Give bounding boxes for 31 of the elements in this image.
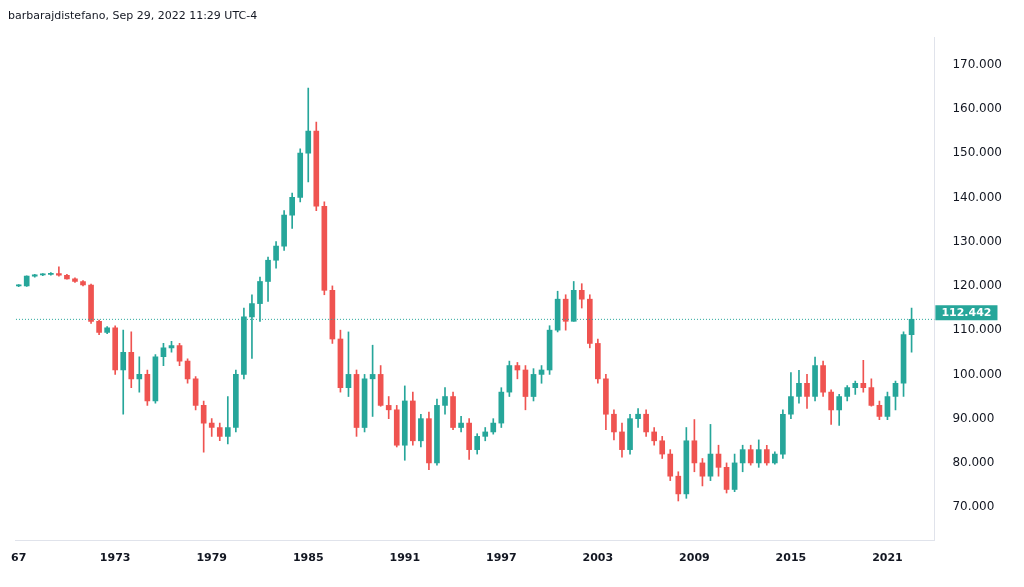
x-tick-label: 1979 [196, 551, 228, 565]
x-tick-label: 1991 [389, 551, 421, 565]
x-tick-label: 67 [11, 551, 27, 565]
y-tick-label: 80.000 [952, 455, 995, 470]
x-tick-label: 1973 [99, 551, 131, 565]
y-tick-label: 70.000 [952, 499, 995, 514]
x-tick-label: 1985 [292, 551, 324, 565]
y-tick-label: 90.000 [952, 410, 995, 425]
chart-title: barbarajdistefano, Sep 29, 2022 11:29 UTC-4 [8, 9, 258, 23]
y-tick-label: 110.000 [952, 322, 1002, 337]
candlestick [208, 418, 215, 437]
x-tick-label: 2021 [872, 551, 903, 565]
y-tick-label: 150.000 [952, 145, 1002, 160]
candlestick [860, 359, 867, 393]
x-tick-label: 2015 [775, 551, 807, 565]
candlestick [635, 408, 641, 428]
ref-line-label: 112.442 [941, 305, 992, 319]
y-tick-label: 140.000 [952, 189, 1002, 204]
candlestick [136, 356, 143, 393]
y-tick-label: 160.000 [952, 101, 1002, 116]
y-tick-label: 130.000 [952, 233, 1002, 248]
y-tick-label: 170.000 [952, 56, 1002, 71]
candlestick [224, 396, 231, 445]
y-tick-label: 100.000 [952, 366, 1002, 381]
candlestick [305, 87, 312, 183]
candlestick [120, 329, 127, 415]
x-tick-label: 2009 [679, 551, 710, 565]
y-tick-label: 120.000 [952, 278, 1002, 293]
candlestick [385, 396, 392, 419]
x-tick-label: 1997 [486, 551, 517, 565]
x-tick-label: 2003 [582, 551, 614, 565]
